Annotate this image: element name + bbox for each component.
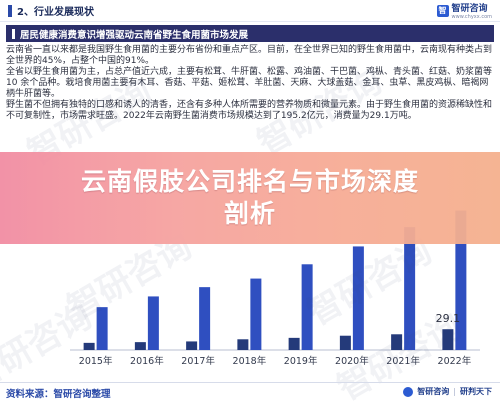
footer-brand-left: 智研咨询 [417,387,450,396]
bar-series1-2017年 [186,341,198,350]
bar-series1-2021年 [391,334,403,350]
footer-brand-right: 研判天下 [460,387,492,396]
bar-series2-2021年 [404,227,416,350]
bar-series1-2016年 [134,342,146,350]
source-note: 资料来源：智研咨询整理 [6,389,111,400]
top-bar: 2、行业发展现状 智 智研咨询 www.chyxx.com [0,0,500,22]
bar-series1-2020年 [339,335,351,350]
bar-series2-2022年 [455,210,467,350]
bar-series2-2015年 [96,307,108,350]
bar-series2-2020年 [352,246,364,350]
footer-divider [0,382,500,383]
bar-series2-2018年 [250,278,262,350]
x-tick-label: 2015年 [79,355,113,367]
footer-logo-icon [403,386,414,397]
bar-series2-2017年 [199,287,211,350]
sub-header-marker [12,28,15,39]
body-text: 云南省一直以来都是我国野生食用菌的主要分布省份和重点产区。目前，在全世界已知的野… [6,45,496,122]
footer-brand-separator: | [453,387,456,396]
bar-series1-2022年 [442,329,454,350]
brand-logo: 智 智研咨询 www.chyxx.com [436,1,492,20]
section-marker [8,4,12,17]
section-title-text: 2、行业发展现状 [17,7,94,18]
bar-chart: 2015年 2016年 2017年 2018年 2019年 2020年 2021年 2022年… [60,160,490,375]
footer-brand: 智研咨询 | 研判天下 [403,386,492,397]
title-overlay: 云南假肢公司排名与市场深度 剖析 [0,152,500,244]
section-title: 2、行业发展现状 [8,3,94,18]
brand-name: 智研咨询 [451,4,488,14]
bar-series1-2019年 [288,337,300,350]
bar-series2-2016年 [147,296,159,350]
bar-series1-2018年 [237,339,249,350]
x-tick-label: 2019年 [284,355,318,367]
overlay-headline-line1: 云南假肢公司排名与市场深度 [80,167,419,196]
sub-header-title: 居民健康消费意识增强驱动云南省野生食用菌市场发展 [20,29,249,41]
x-tick-label: 2018年 [233,355,267,367]
bar-series1-2015年 [83,342,95,350]
x-tick-label: 2022年 [438,355,472,367]
bar-chart-svg: 2015年 2016年 2017年 2018年 2019年 2020年 2021年 2022年… [70,210,480,367]
x-tick-label: 2016年 [130,355,164,367]
x-tick-label: 2021年 [386,355,420,367]
bar-series2-2019年 [301,264,313,350]
paragraph: 云南省一直以来都是我国野生食用菌的主要分布省份和重点产区。目前，在全世界已知的野… [6,45,493,66]
overlay-headline-line2: 剖析 [223,199,276,228]
data-label: 29.1 [436,312,461,325]
x-tick-label: 2017年 [181,355,215,367]
sub-header: 居民健康消费意识增强驱动云南省野生食用菌市场发展 [6,25,494,42]
x-tick-label: 2020年 [335,355,369,367]
paragraph: 全省以野生食用菌为主，占总产值近六成，主要有松茸、牛肝菌、松露、鸡油菌、干巴菌、… [6,67,493,99]
brand-sub: www.chyxx.com [451,14,492,20]
brand-logo-icon: 智 [436,4,449,17]
paragraph: 野生菌不但拥有独特的口感和诱人的清香，还含有多种人体所需要的营养物质和微量元素。… [6,100,493,121]
